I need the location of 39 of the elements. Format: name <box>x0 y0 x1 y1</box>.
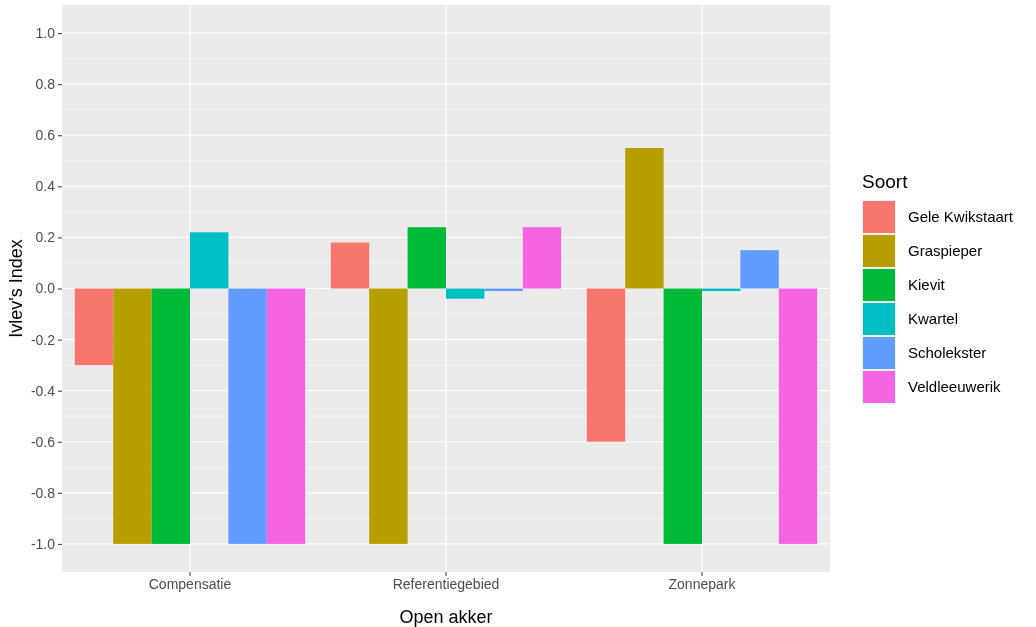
x-tick-label: Referentiegebied <box>392 575 500 592</box>
x-tick-label: Zonnepark <box>668 575 737 592</box>
legend-title: Soort <box>862 171 909 192</box>
legend-label: Kwartel <box>908 310 959 327</box>
bar <box>151 288 190 544</box>
y-tick-label: -0.8 <box>30 484 56 501</box>
bar <box>74 288 114 366</box>
bar <box>740 250 779 289</box>
y-tick-label: 0.8 <box>35 76 56 93</box>
y-tick-label: 0.2 <box>35 229 56 246</box>
legend-label: Scholekster <box>908 344 987 361</box>
x-axis-title: Open akker <box>399 607 493 627</box>
y-tick-label: 0.0 <box>35 280 56 297</box>
legend-label: Gele Kwikstaart <box>908 208 1014 225</box>
bar <box>446 288 485 299</box>
legend-label: Kievit <box>908 276 946 293</box>
y-tick-label: 1.0 <box>35 25 56 42</box>
bar <box>778 288 818 544</box>
bar <box>625 148 664 289</box>
y-axis-title: Ivlev's Index <box>6 239 26 338</box>
y-tick-label: -0.2 <box>30 331 56 348</box>
y-tick-label: -0.6 <box>30 433 56 450</box>
y-tick-label: -0.4 <box>30 382 56 399</box>
bar <box>407 227 446 289</box>
bar <box>663 288 702 544</box>
legend-label: Graspieper <box>908 242 983 259</box>
bar <box>330 242 370 289</box>
bar <box>113 288 152 544</box>
bar <box>586 288 626 442</box>
y-tick-label: 0.4 <box>35 178 56 195</box>
y-tick-label: 0.6 <box>35 127 56 144</box>
x-tick-label: Compensatie <box>148 575 232 592</box>
bar <box>190 232 229 289</box>
bar <box>369 288 408 544</box>
bar <box>522 227 562 289</box>
bar <box>228 288 267 544</box>
bar <box>266 288 306 544</box>
legend-label: Veldleeuwerik <box>908 378 1002 395</box>
y-tick-label: -1.0 <box>30 535 56 552</box>
